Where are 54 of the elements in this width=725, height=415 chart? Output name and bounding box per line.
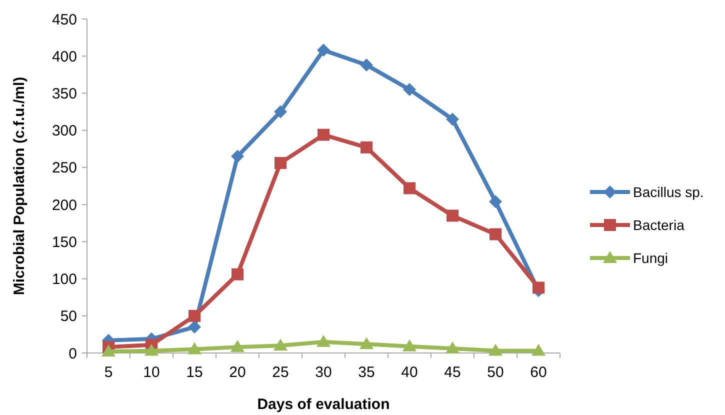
point <box>102 344 116 357</box>
y-tick-label: 250 <box>52 160 77 177</box>
y-tick-label: 150 <box>52 234 77 251</box>
x-tick-label: 50 <box>487 364 504 381</box>
y-tick-label: 400 <box>52 48 77 66</box>
point <box>274 156 286 169</box>
point <box>403 83 416 96</box>
x-tick-label: 35 <box>358 364 375 381</box>
legend-label: Fungi <box>633 250 668 266</box>
x-tick-label: 5 <box>104 364 113 381</box>
point <box>489 195 502 208</box>
point <box>274 338 288 351</box>
point <box>232 268 244 280</box>
point <box>532 282 544 294</box>
y-tick-label: 300 <box>52 122 77 140</box>
point <box>360 141 372 154</box>
point <box>318 128 330 141</box>
point <box>360 58 373 72</box>
x-tick-label: 30 <box>315 364 332 381</box>
x-tick-label: 20 <box>229 364 246 381</box>
legend-label: Bacillus sp. <box>633 184 704 200</box>
point <box>230 340 244 352</box>
point <box>188 342 202 354</box>
point <box>402 339 416 352</box>
point <box>188 310 200 322</box>
point <box>231 150 244 163</box>
point <box>316 334 330 347</box>
y-tick-label: 450 <box>52 11 77 28</box>
x-tick-label: 40 <box>401 364 418 381</box>
point <box>360 337 374 350</box>
y-tick-label: 350 <box>52 85 77 102</box>
point <box>446 342 460 354</box>
point <box>532 344 546 356</box>
x-tick-label: 45 <box>444 364 461 381</box>
point <box>488 344 502 356</box>
y-axis-title: Microbial Population (c.f.u./ml) <box>11 76 28 296</box>
x-tick-label: 25 <box>272 364 289 381</box>
point <box>274 105 287 118</box>
y-tick-label: 0 <box>68 345 77 362</box>
point <box>446 112 459 126</box>
point <box>404 182 416 194</box>
y-tick-label: 200 <box>52 196 77 214</box>
point <box>490 228 502 240</box>
point <box>188 320 201 334</box>
x-tick-label: 60 <box>530 364 547 381</box>
x-tick-label: 10 <box>143 364 160 381</box>
y-tick-label: 100 <box>52 271 77 288</box>
point <box>446 210 458 222</box>
point <box>144 344 158 356</box>
x-tick-label: 15 <box>186 364 203 381</box>
y-tick-label: 50 <box>60 308 77 326</box>
legend-label: Bacteria <box>633 216 685 233</box>
x-axis-title: Days of evaluation <box>257 396 390 413</box>
point <box>317 44 330 57</box>
